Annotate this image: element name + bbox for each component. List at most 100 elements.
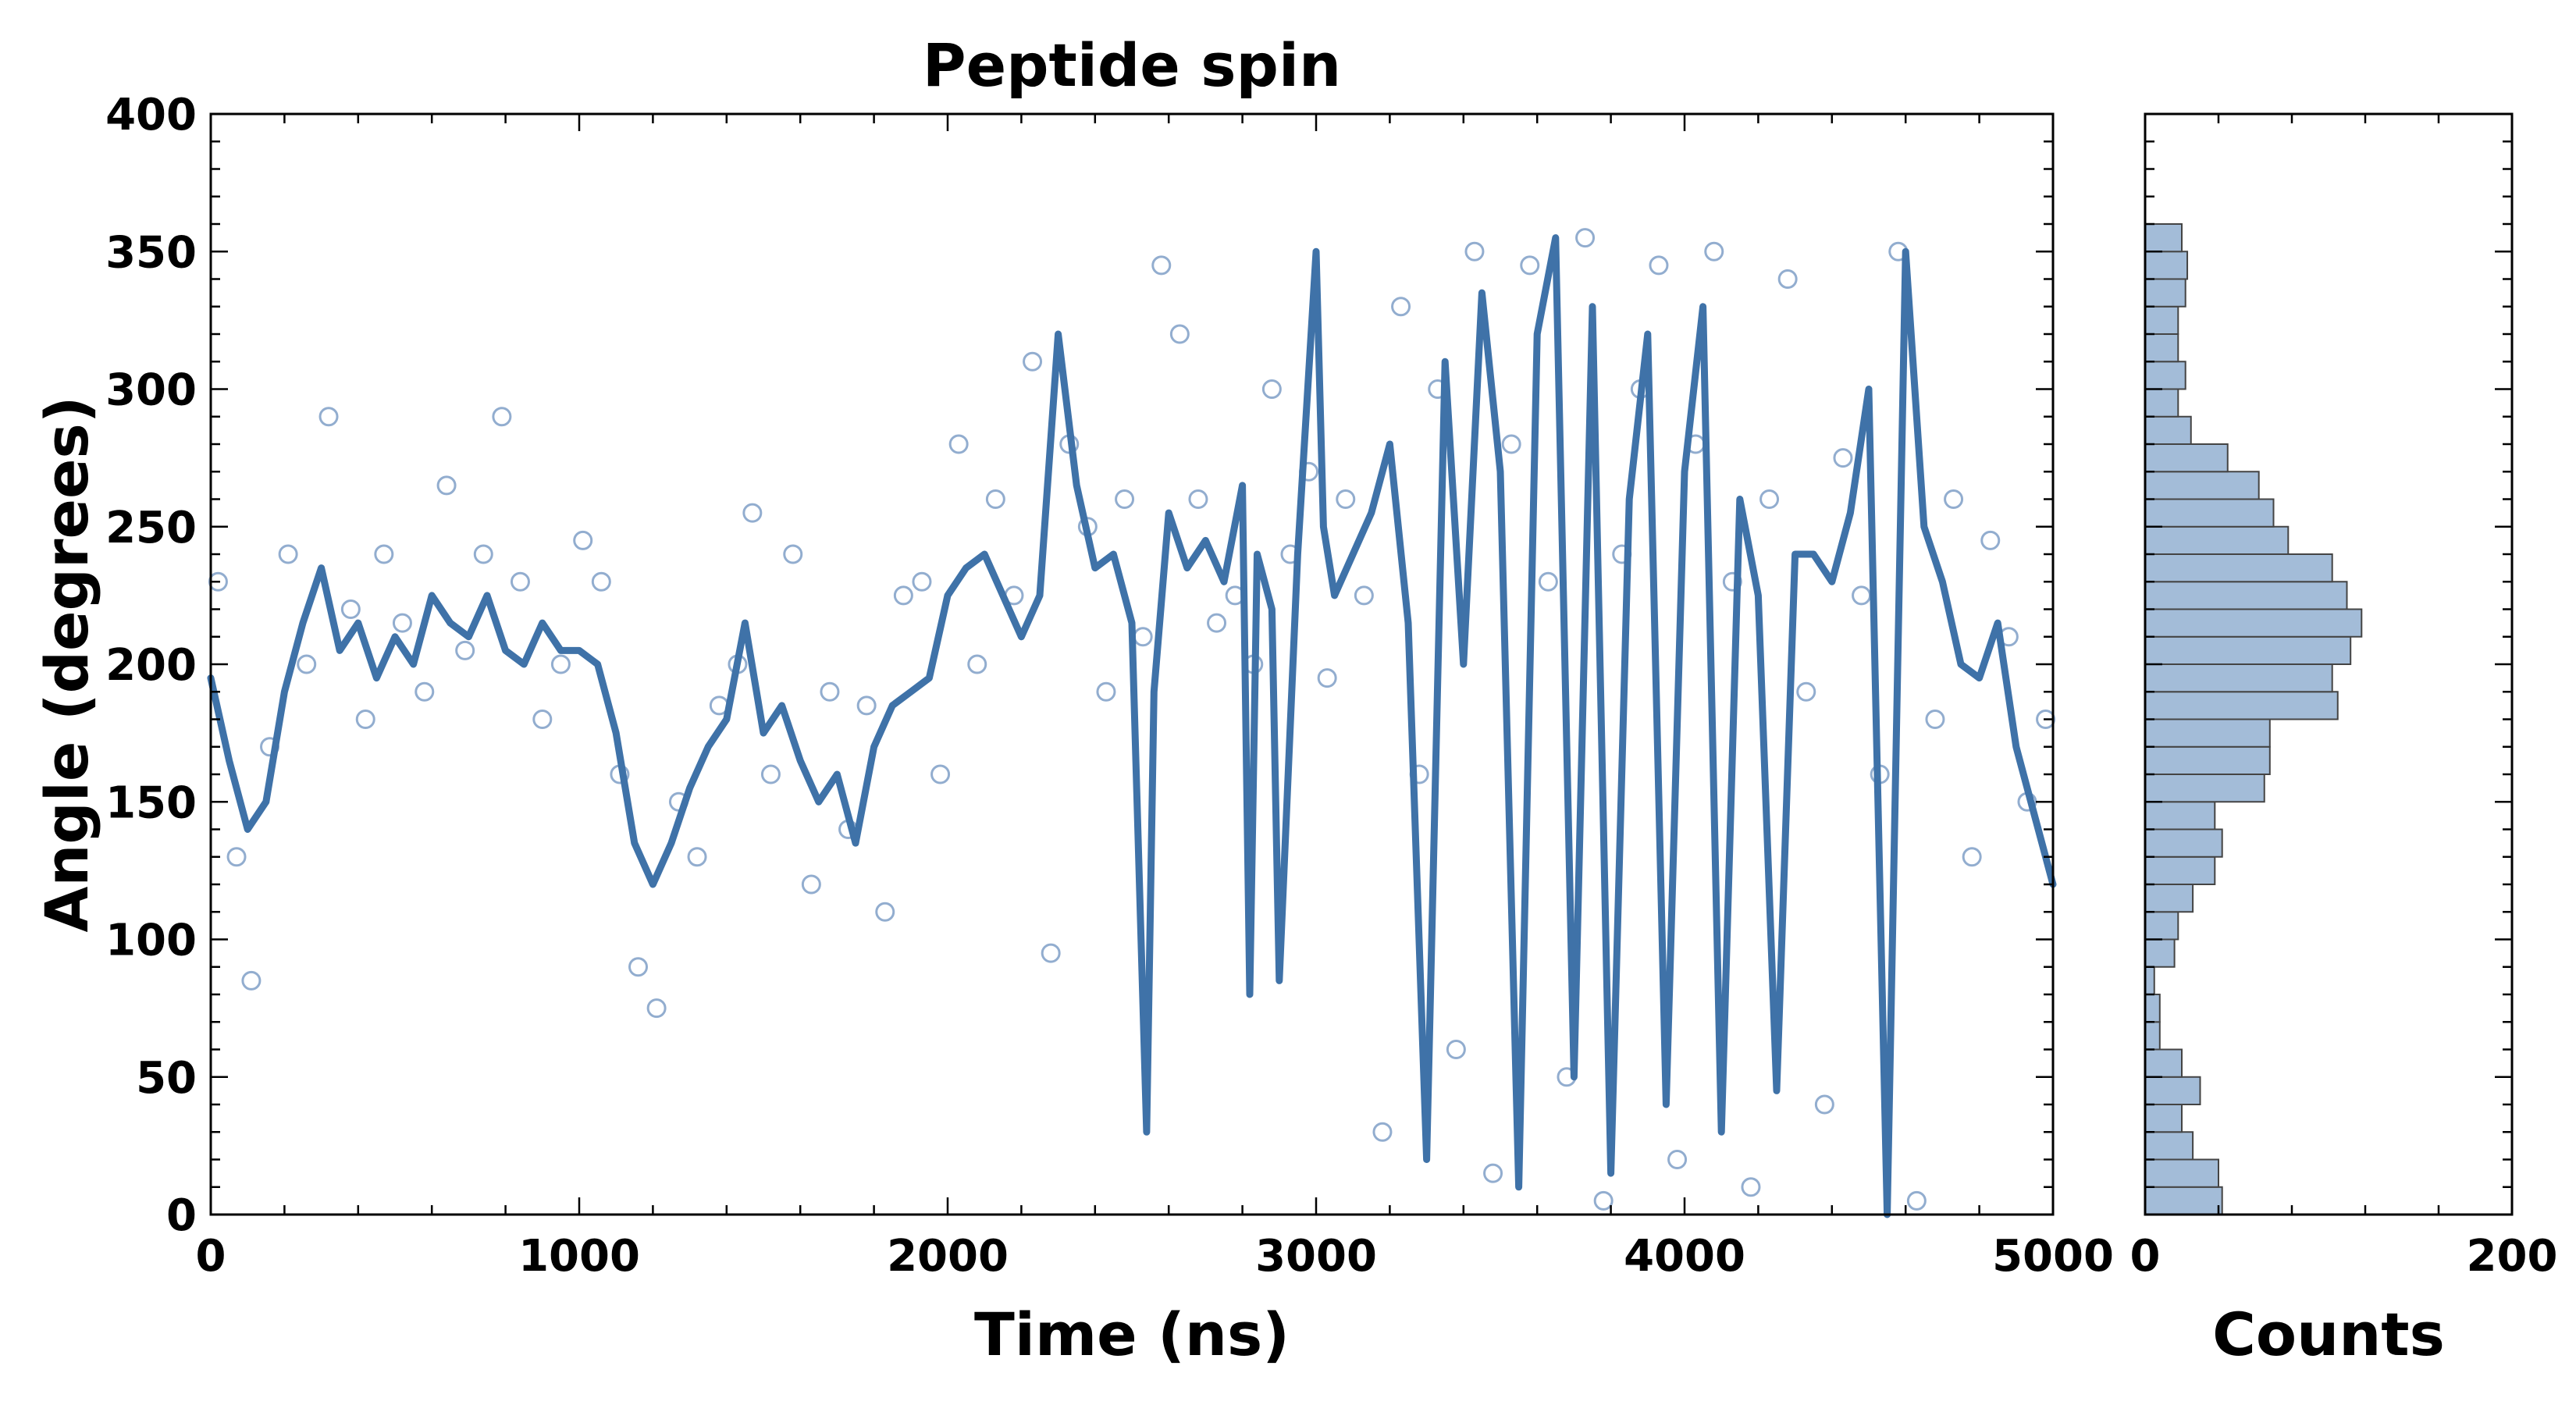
histogram-bar: [2144, 745, 2271, 775]
scatter-point: [1207, 613, 1227, 633]
scatter-point: [1096, 681, 1116, 702]
scatter-point: [1962, 847, 1982, 867]
scatter-point: [893, 585, 913, 606]
y-tick-label: 300: [105, 365, 197, 416]
hist-x-tick-label: 200: [2467, 1231, 2558, 1282]
histogram-bar: [2144, 415, 2192, 445]
scatter-point: [1520, 255, 1540, 276]
scatter-point: [1041, 943, 1061, 963]
scatter-point: [591, 571, 611, 592]
scatter-point: [355, 710, 375, 729]
scatter-point: [1944, 489, 1964, 509]
scatter-point: [1722, 571, 1742, 592]
scatter-point: [455, 640, 475, 660]
histogram-bar: [2144, 1186, 2223, 1215]
scatter-point: [875, 902, 895, 922]
main-plot: 0 1000 2000 3000 4000 5000 0 50 100 150 200 250 300 3…: [32, 30, 2114, 1369]
y-axis-title: Angle (degrees): [32, 396, 101, 932]
scatter-point: [492, 407, 512, 427]
histogram-bar: [2144, 498, 2275, 528]
histogram-bar: [2144, 581, 2348, 610]
histogram-bar: [2144, 635, 2352, 665]
histogram-bar: [2144, 251, 2189, 280]
scatter-point: [760, 764, 781, 784]
hist-x-tick-label: 0: [2130, 1231, 2161, 1282]
scatter-point: [2036, 710, 2056, 729]
scatter-point: [1980, 530, 2001, 550]
scatter-point: [297, 654, 317, 674]
scatter-point: [226, 847, 247, 867]
scatter-point: [1115, 489, 1135, 509]
chart-title: Peptide spin: [923, 30, 1341, 100]
histogram-bar: [2144, 553, 2333, 583]
scatter-point: [415, 681, 435, 702]
scatter-point: [1833, 448, 1853, 468]
scatter-point: [573, 530, 593, 550]
x-tick-label: 5000: [1992, 1231, 2114, 1282]
scatter-point: [742, 503, 763, 523]
x-tick-label: 2000: [887, 1231, 1009, 1282]
scatter-point: [783, 544, 803, 564]
y-tick-label: 250: [105, 503, 197, 553]
scatter-point: [1336, 489, 1356, 509]
x-axis-title: Time (ns): [974, 1300, 1290, 1369]
hist-x-axis-title: Counts: [2212, 1300, 2445, 1369]
scatter-point: [948, 434, 969, 454]
scatter-point: [856, 695, 877, 716]
scatter-point: [1759, 489, 1780, 509]
scatter-point: [1777, 269, 1798, 289]
scatter-point: [1133, 627, 1153, 647]
scatter-point: [241, 970, 262, 991]
scatter-point: [820, 681, 840, 702]
scatter-point: [374, 544, 394, 564]
scatter-point: [967, 654, 987, 674]
histogram-bar: [2144, 994, 2161, 1023]
scatter-point: [532, 710, 553, 729]
scatter-point: [628, 957, 649, 977]
scatter-point: [1649, 255, 1669, 276]
y-tick-label: 50: [136, 1053, 197, 1104]
histogram-bar: [2144, 278, 2186, 308]
scatter-point: [318, 407, 339, 427]
scatter-point: [1391, 297, 1411, 317]
histogram-bar: [2144, 1131, 2194, 1161]
scatter-point: [510, 571, 530, 592]
histogram-bar: [2144, 1048, 2183, 1078]
y-tick-label: 0: [166, 1190, 197, 1241]
histogram-bar: [2144, 801, 2216, 831]
scatter-point: [646, 998, 667, 1019]
histogram-bar: [2144, 884, 2194, 913]
scatter-point: [1317, 668, 1337, 688]
histogram-bar: [2144, 608, 2363, 638]
scatter-point: [1188, 489, 1208, 509]
scatter-point: [436, 475, 457, 496]
y-tick-label: 150: [105, 777, 197, 828]
scatter-point: [1575, 228, 1596, 248]
scatter-point: [930, 764, 951, 784]
scatter-point: [1151, 255, 1172, 276]
scatter-point: [1501, 434, 1521, 454]
histogram-bar: [2144, 828, 2223, 858]
x-tick-label: 4000: [1624, 1231, 1745, 1282]
scatter-point: [1261, 379, 1282, 399]
scatter-point: [912, 571, 932, 592]
scatter-point: [1483, 1163, 1503, 1183]
histogram-bar: [2144, 718, 2271, 748]
histogram-bar: [2144, 938, 2176, 968]
y-tick-label: 100: [105, 916, 197, 966]
series-line: [207, 234, 2057, 1218]
histogram-bar: [2144, 1158, 2219, 1188]
histogram-bar: [2144, 333, 2179, 363]
x-tick-label: 3000: [1255, 1231, 1377, 1282]
scatter-point: [473, 544, 493, 564]
scatter-point: [1667, 1150, 1688, 1169]
histogram-bar: [2144, 223, 2183, 253]
histogram-bar: [2144, 471, 2260, 500]
histogram-bar: [2144, 855, 2216, 885]
scatter-point: [1446, 1040, 1466, 1059]
scatter-point: [1372, 1122, 1393, 1142]
histogram-bar: [2144, 305, 2179, 335]
scatter-point: [1593, 1190, 1614, 1211]
scatter-point: [1741, 1177, 1761, 1197]
scatter-point: [1354, 585, 1374, 606]
